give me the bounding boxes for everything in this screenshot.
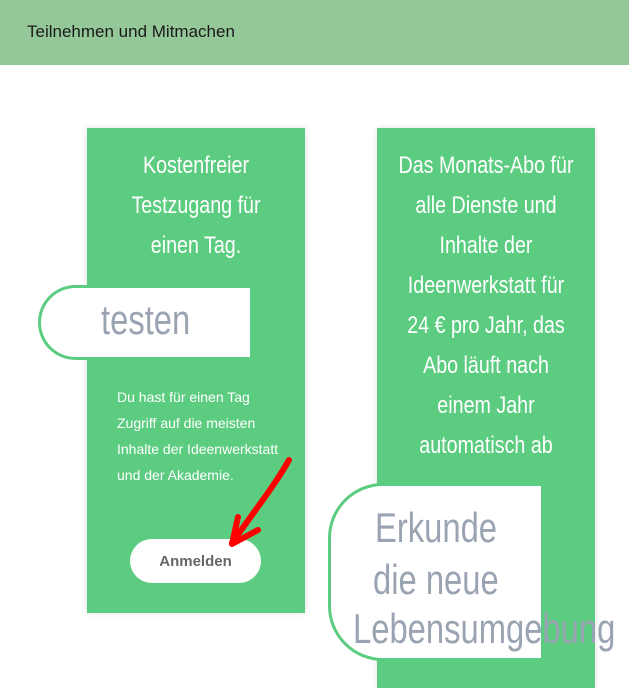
- title-line: 24 € pro Jahr, das: [407, 312, 565, 339]
- title-line: alle Dienste und: [415, 192, 557, 219]
- test-button[interactable]: testen: [38, 285, 250, 360]
- title-line: automatisch ab: [419, 432, 553, 459]
- header-title: Teilnehmen und Mitmachen: [27, 22, 235, 41]
- explore-line: Lebensumgebung: [353, 605, 616, 652]
- trial-description: Du hast für einen Tag Zugriff auf die me…: [117, 389, 279, 483]
- title-line: Ideenwerkstatt für: [407, 272, 565, 299]
- trial-card: Kostenfreier Testzugang für einen Tag. D…: [87, 128, 305, 613]
- explore-line: Erkunde: [375, 504, 498, 551]
- test-button-label: testen: [101, 296, 191, 343]
- title-line: Inhalte der: [439, 232, 533, 259]
- title-line: Kostenfreier: [142, 152, 250, 179]
- subscription-title: Das Monats-Abo für alle Dienste und Inha…: [397, 146, 576, 466]
- title-line: Abo läuft nach: [423, 352, 549, 379]
- title-line: Das Monats-Abo für: [398, 152, 574, 179]
- trial-title: Kostenfreier Testzugang für einen Tag.: [107, 146, 286, 266]
- explore-line: die neue: [373, 556, 499, 603]
- title-line: einen Tag.: [150, 232, 242, 259]
- title-line: Testzugang für: [131, 192, 261, 219]
- red-arrow-annotation: [229, 457, 292, 547]
- header-bar: Teilnehmen und Mitmachen: [0, 0, 629, 65]
- explore-button[interactable]: Erkunde die neue Lebensumgebung: [328, 483, 615, 661]
- login-button[interactable]: Anmelden: [130, 539, 261, 583]
- title-line: einem Jahr: [437, 392, 535, 419]
